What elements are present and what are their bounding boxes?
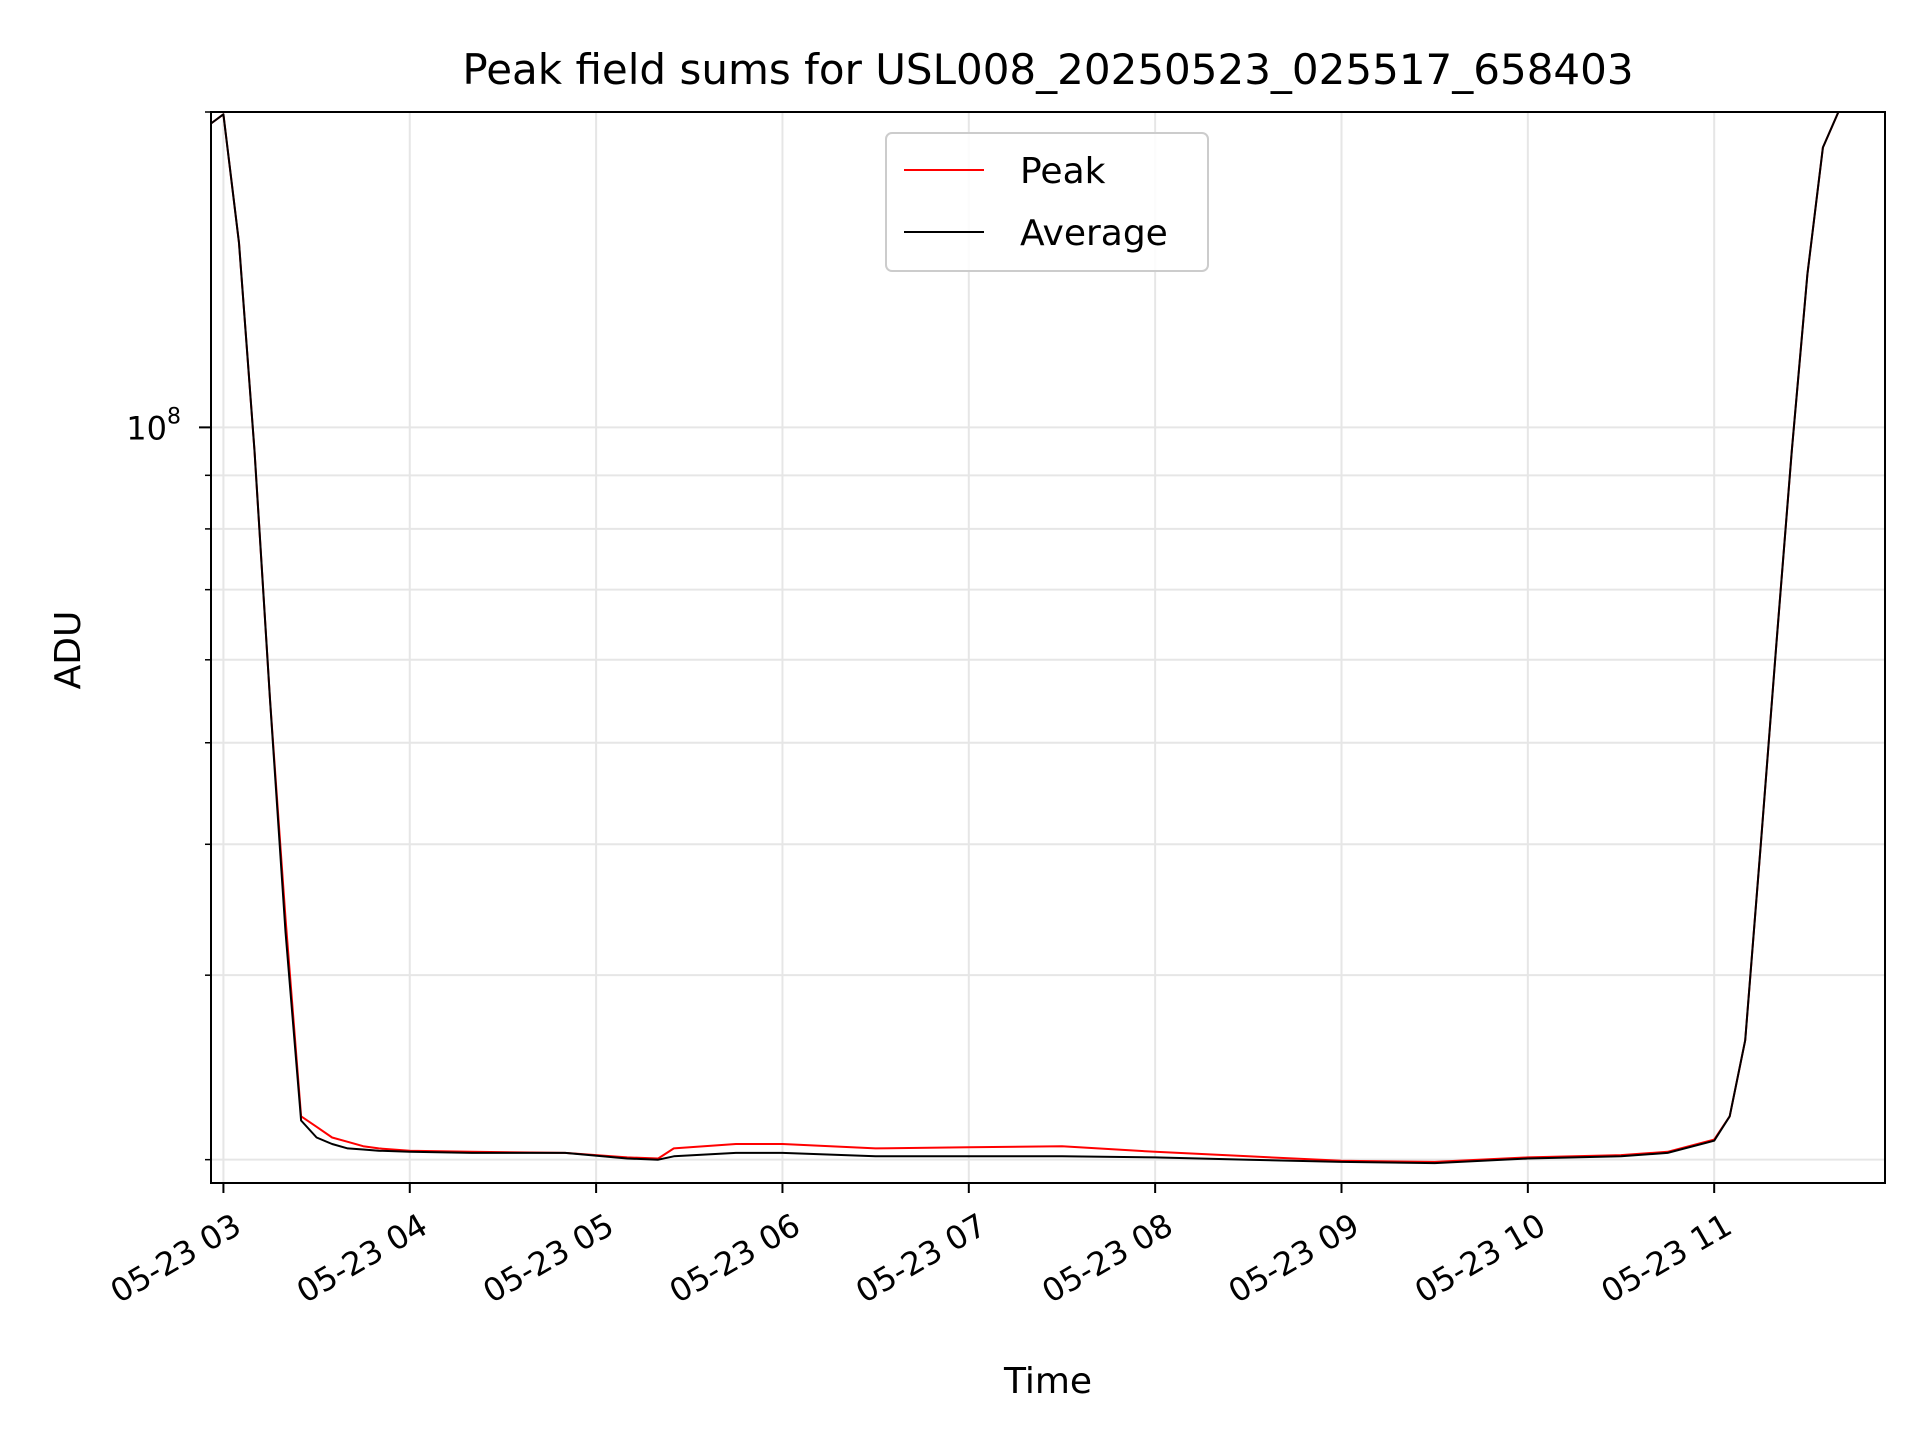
y-tick-label: 108	[126, 404, 181, 447]
grid	[211, 111, 1885, 1183]
x-axis-label: Time	[1003, 1361, 1092, 1402]
legend-box	[885, 132, 1209, 272]
legend: Peak Average	[885, 132, 1209, 272]
legend-label-peak: Peak	[1020, 151, 1106, 192]
axes-frame	[210, 111, 1886, 1184]
chart-title: Peak field sums for USL008_20250523_0255…	[462, 45, 1633, 94]
series-line-average	[210, 111, 1840, 1165]
legend-label-average: Average	[1020, 213, 1168, 254]
series-layer	[210, 111, 1840, 1165]
y-axis-label: ADU	[48, 611, 89, 690]
